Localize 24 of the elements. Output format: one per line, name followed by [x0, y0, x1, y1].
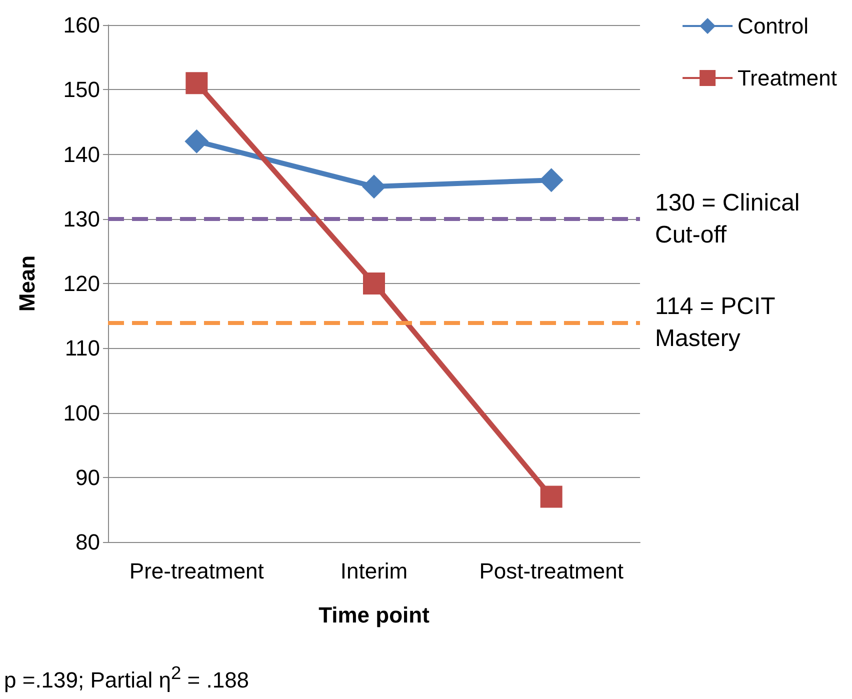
ref-line-label: 114 = PCIT Mastery — [655, 292, 782, 352]
point — [540, 486, 562, 508]
y-tick-label: 160 — [63, 12, 100, 38]
y-tick-label: 140 — [63, 142, 100, 167]
y-tick-label: 100 — [63, 400, 100, 426]
point — [362, 174, 386, 199]
x-axis-title: Time point — [318, 602, 430, 628]
y-tick-label: 130 — [63, 206, 100, 232]
ref-line-label: 130 = Clinical Cut-off — [655, 189, 806, 248]
point — [184, 129, 209, 154]
legend-label: Treatment — [738, 66, 838, 90]
y-tick-label: 90 — [76, 464, 100, 490]
y-tick-label: 110 — [64, 336, 100, 361]
point — [186, 72, 208, 94]
legend-label: Control — [738, 14, 808, 38]
y-tick-label: 80 — [76, 530, 100, 554]
x-tick-label: Pre-treatment — [129, 558, 264, 584]
y-tick-label: 150 — [63, 77, 100, 102]
y-tick-label: 120 — [63, 271, 100, 296]
x-tick-label: Interim — [340, 558, 408, 584]
text: p =.139; Partial η$^{2}$ = .188 — [4, 662, 250, 694]
point — [363, 272, 385, 294]
y-axis-title: Mean — [14, 255, 40, 312]
x-tick-label: Post-treatment — [479, 558, 624, 584]
